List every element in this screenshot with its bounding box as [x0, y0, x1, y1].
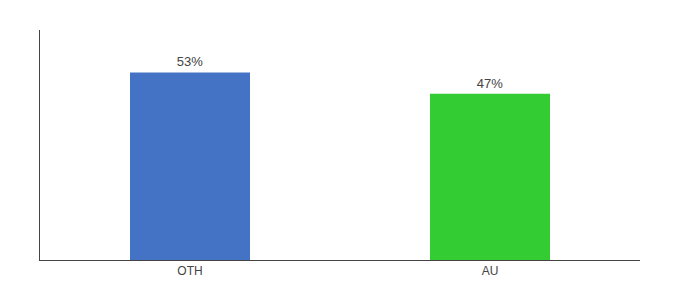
- svg-text:OTH: OTH: [177, 264, 202, 278]
- svg-text:AU: AU: [482, 264, 499, 278]
- svg-text:53%: 53%: [177, 54, 203, 69]
- svg-text:47%: 47%: [477, 76, 503, 91]
